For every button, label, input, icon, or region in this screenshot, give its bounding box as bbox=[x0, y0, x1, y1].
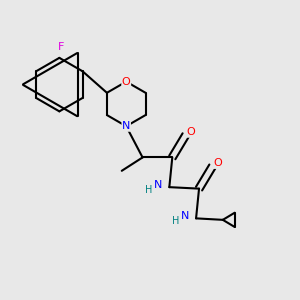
Text: O: O bbox=[122, 76, 130, 87]
Text: N: N bbox=[122, 121, 130, 131]
Text: H: H bbox=[172, 216, 179, 226]
Text: H: H bbox=[146, 184, 153, 194]
Text: N: N bbox=[154, 180, 162, 190]
Text: N: N bbox=[181, 211, 189, 221]
Text: O: O bbox=[213, 158, 222, 168]
Text: F: F bbox=[58, 43, 64, 52]
Text: O: O bbox=[187, 127, 195, 137]
